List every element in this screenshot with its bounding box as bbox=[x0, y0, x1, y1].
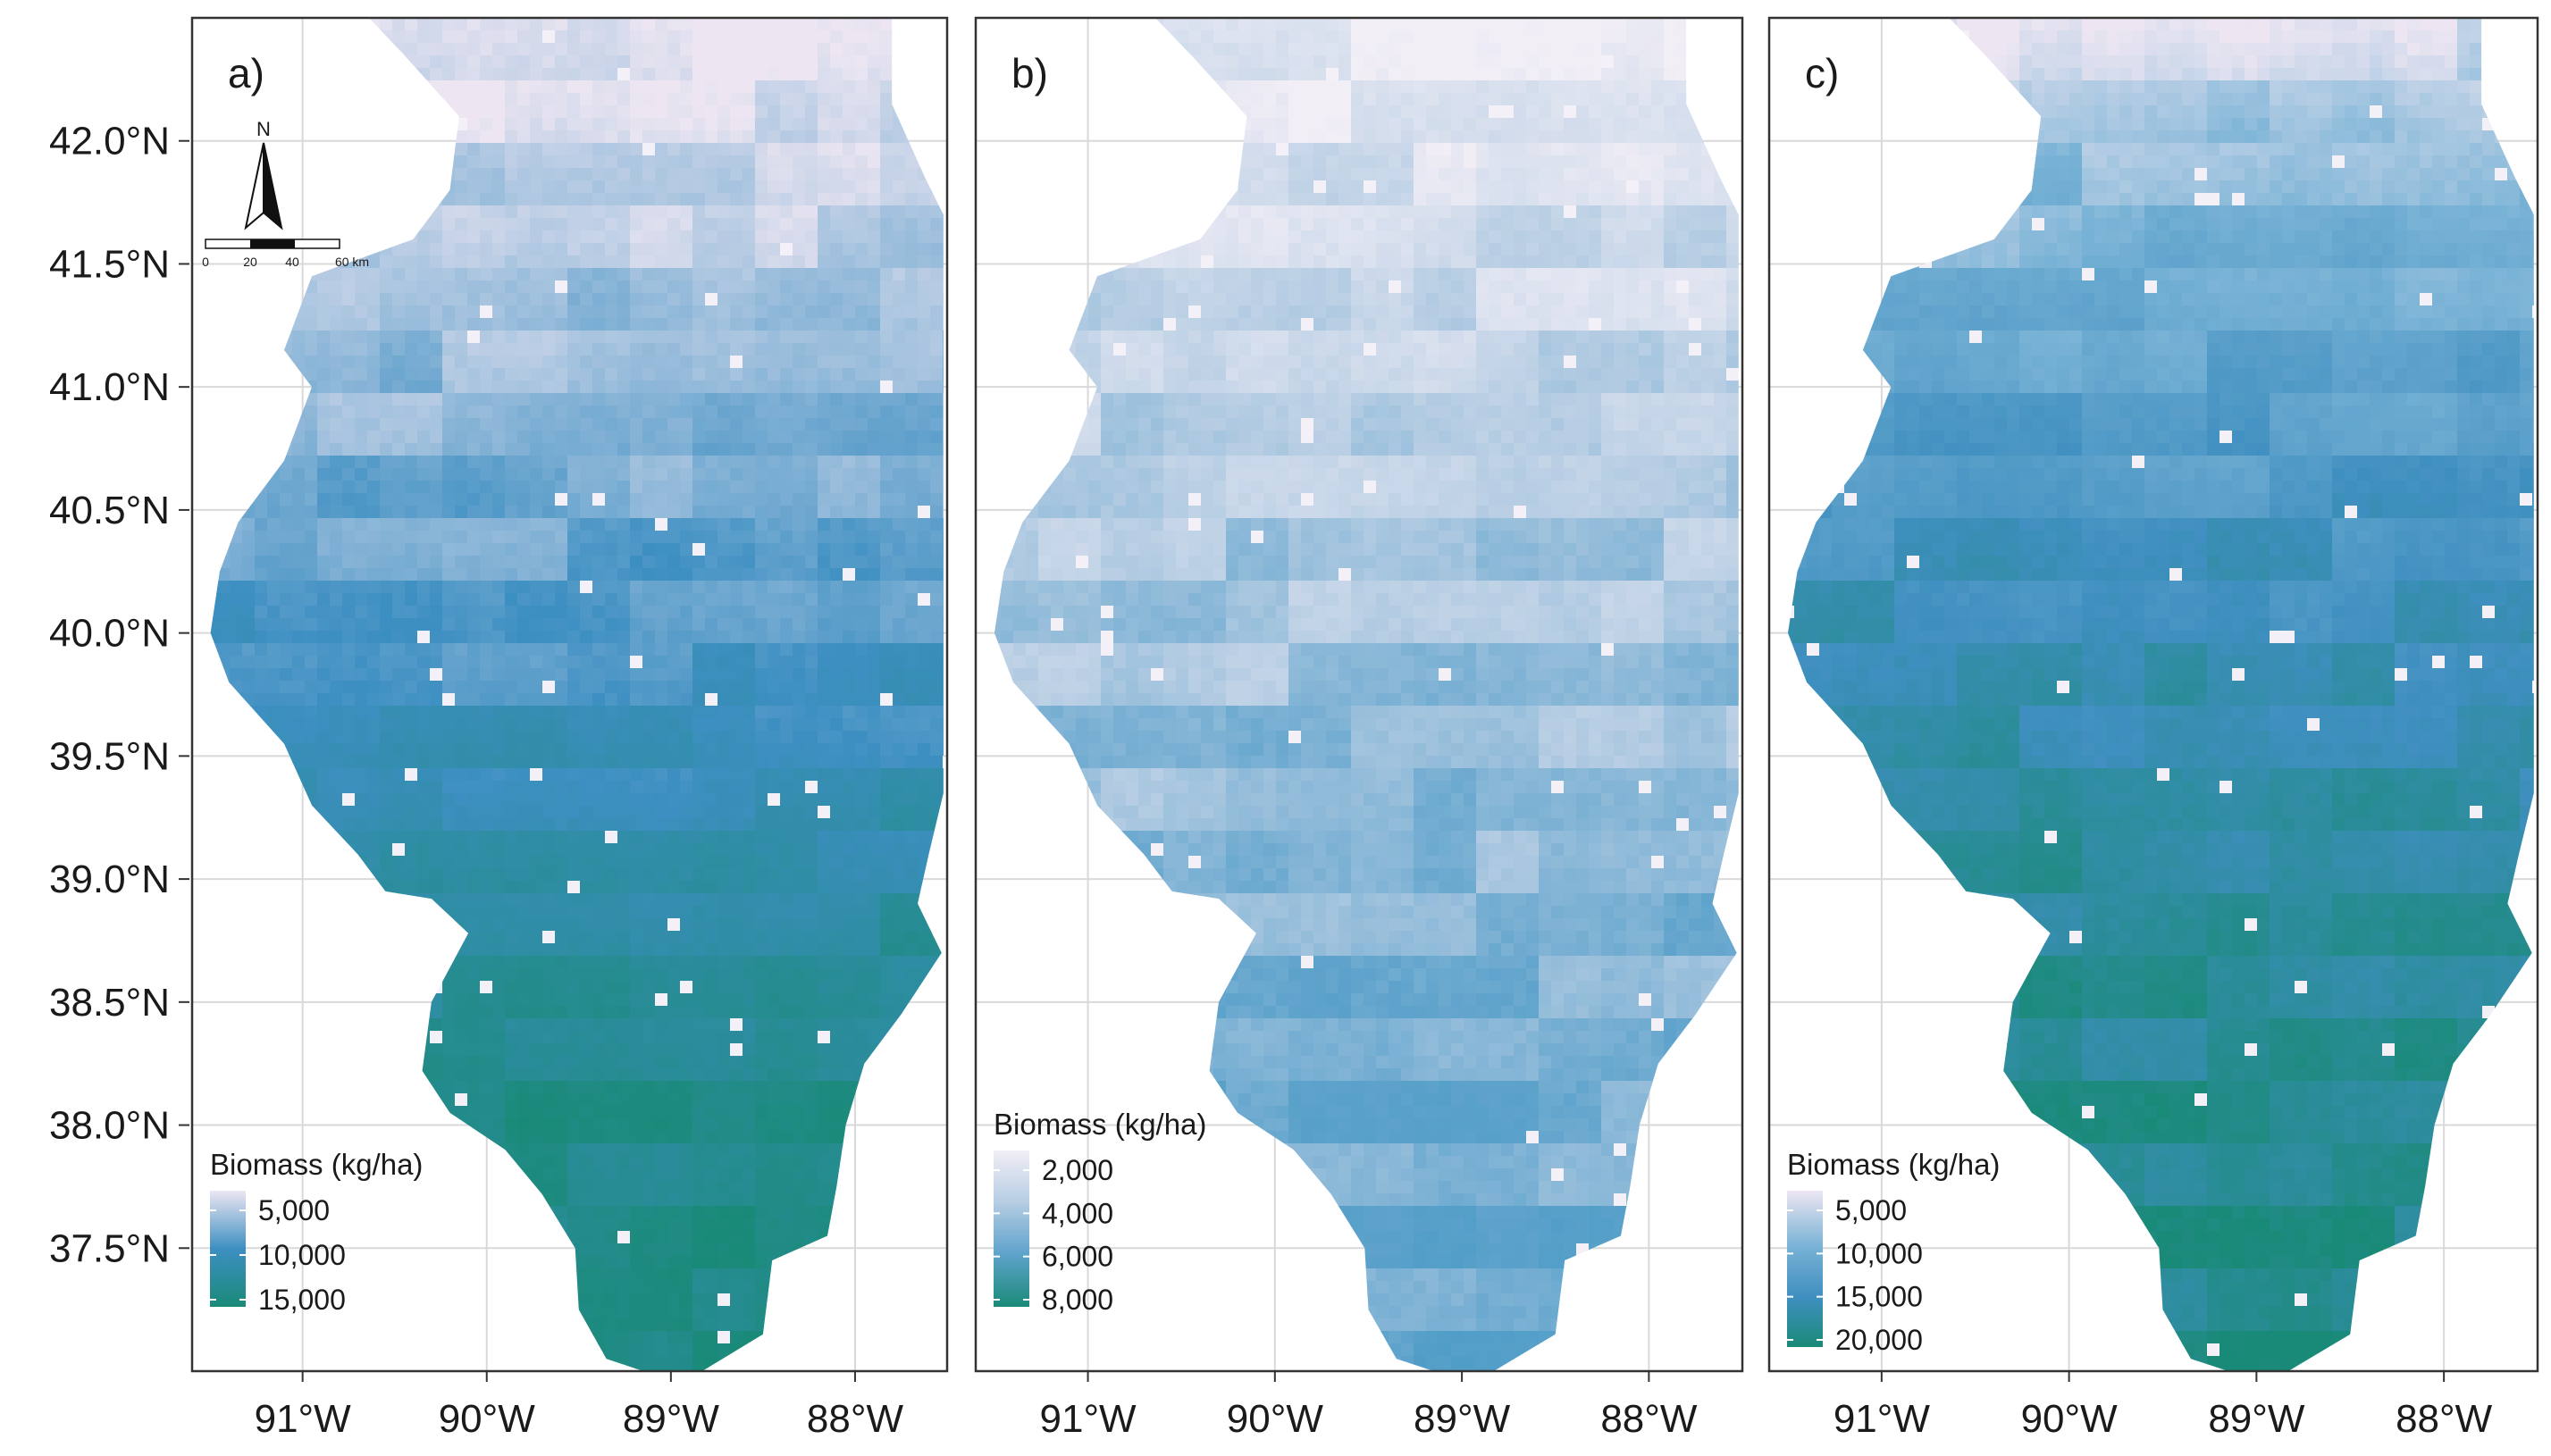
x-tick-label: 88°W bbox=[1600, 1397, 1698, 1441]
north-arrow-icon: N bbox=[244, 118, 283, 230]
legend-tick-label: 5,000 bbox=[1835, 1194, 1907, 1226]
legend-tick-label: 5,000 bbox=[258, 1194, 330, 1226]
x-tick-label: 88°W bbox=[2396, 1397, 2493, 1441]
y-tick-label: 41.5°N bbox=[49, 242, 170, 286]
y-tick-label: 40.0°N bbox=[49, 612, 170, 656]
y-tick-label: 39.0°N bbox=[49, 858, 170, 901]
legend-tick-label: 8,000 bbox=[1042, 1284, 1113, 1316]
legend-tick-label: 20,000 bbox=[1835, 1324, 1923, 1356]
panel-label: a) bbox=[228, 50, 264, 96]
panel-label: c) bbox=[1805, 50, 1839, 96]
legend-tick-label: 15,000 bbox=[258, 1284, 346, 1316]
panel-label: b) bbox=[1011, 50, 1048, 96]
legend-tick-label: 2,000 bbox=[1042, 1154, 1113, 1186]
scale-bar-label: 60 km bbox=[335, 255, 369, 269]
scale-bar: 0 20 40 60 km bbox=[202, 238, 369, 269]
panel-border bbox=[1767, 16, 2539, 1373]
scale-bar-label: 40 bbox=[285, 255, 299, 269]
legend-title: Biomass (kg/ha) bbox=[994, 1108, 1206, 1141]
north-arrow-label: N bbox=[256, 118, 271, 140]
x-tick-label: 89°W bbox=[623, 1397, 720, 1441]
panel-c: 91°W 90°W 89°W 88°W c) Biomass (kg/ha) 5,000 10… bbox=[1767, 16, 2539, 1441]
panel-a: 91°W 90°W 89°W 88°W a) Biomass (kg/ha) 5,000 10… bbox=[190, 16, 949, 1441]
panel-border bbox=[974, 16, 1744, 1373]
y-tick-label: 40.5°N bbox=[49, 489, 170, 532]
legend-tick-label: 4,000 bbox=[1042, 1197, 1113, 1229]
panel-b: 91°W 90°W 89°W 88°W b) Biomass (kg/ha) 2,000 4,… bbox=[974, 16, 1744, 1441]
x-tick-label: 91°W bbox=[255, 1397, 352, 1441]
y-tick-label: 41.0°N bbox=[49, 365, 170, 409]
y-tick-label: 39.5°N bbox=[49, 734, 170, 778]
legend-title: Biomass (kg/ha) bbox=[210, 1148, 423, 1181]
legend-tick-label: 15,000 bbox=[1835, 1281, 1923, 1313]
scale-bar-label: 0 bbox=[202, 255, 209, 269]
y-tick-label: 38.0°N bbox=[49, 1104, 170, 1148]
y-tick-label: 38.5°N bbox=[49, 981, 170, 1025]
panel-border bbox=[190, 16, 949, 1373]
legend-title: Biomass (kg/ha) bbox=[1787, 1148, 2000, 1181]
y-tick-label: 37.5°N bbox=[49, 1226, 170, 1270]
x-tick-label: 90°W bbox=[2021, 1397, 2119, 1441]
legend-tick-label: 10,000 bbox=[258, 1239, 346, 1271]
y-tick-label: 42.0°N bbox=[49, 120, 170, 163]
legend-colorbar bbox=[1787, 1191, 1823, 1347]
x-tick-label: 91°W bbox=[1040, 1397, 1137, 1441]
y-axis: 42.0°N 41.5°N 41.0°N 40.5°N 40.0°N 39.5°N 39.0… bbox=[49, 120, 189, 1270]
x-tick-label: 89°W bbox=[1414, 1397, 1511, 1441]
x-tick-label: 90°W bbox=[439, 1397, 536, 1441]
legend-tick-label: 6,000 bbox=[1042, 1241, 1113, 1273]
legend-colorbar bbox=[210, 1191, 246, 1307]
x-tick-label: 88°W bbox=[807, 1397, 904, 1441]
legend-tick-label: 10,000 bbox=[1835, 1237, 1923, 1269]
x-tick-label: 90°W bbox=[1227, 1397, 1324, 1441]
x-tick-label: 89°W bbox=[2208, 1397, 2305, 1441]
x-tick-label: 91°W bbox=[1834, 1397, 1931, 1441]
scale-bar-label: 20 bbox=[243, 255, 257, 269]
legend-colorbar bbox=[994, 1151, 1029, 1307]
